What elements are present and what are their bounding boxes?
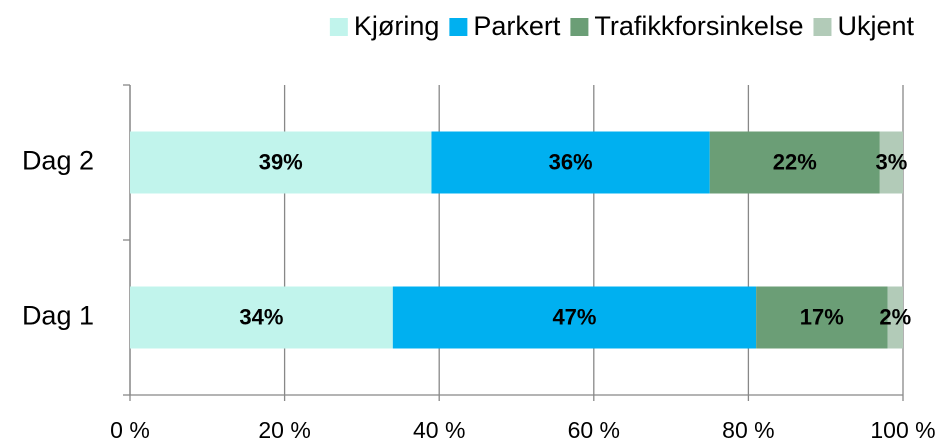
bar-segment xyxy=(431,131,710,194)
legend-swatch xyxy=(449,18,468,36)
data-label: 39% xyxy=(259,149,303,174)
bar-segment xyxy=(392,286,757,349)
legend-swatch xyxy=(813,18,832,36)
bar-segment xyxy=(130,286,393,349)
x-tick-label: 0 % xyxy=(110,417,150,443)
bar-segment xyxy=(887,286,903,349)
data-label: 3% xyxy=(876,149,908,174)
bar-segment xyxy=(130,131,432,194)
legend-swatch xyxy=(570,18,589,36)
bar-segment xyxy=(756,286,888,349)
x-tick-label: 40 % xyxy=(413,417,465,443)
x-tick-label: 100 % xyxy=(870,417,935,443)
legend-label: Parkert xyxy=(473,11,561,41)
data-label: 22% xyxy=(773,149,817,174)
data-label: 17% xyxy=(800,304,844,329)
bar-segment xyxy=(879,131,903,194)
y-tick-label: Dag 2 xyxy=(22,146,94,176)
y-tick-label: Dag 1 xyxy=(22,301,94,331)
data-label: 2% xyxy=(879,304,911,329)
data-label: 36% xyxy=(549,149,593,174)
x-tick-label: 20 % xyxy=(258,417,310,443)
data-label: 47% xyxy=(552,304,596,329)
x-tick-label: 60 % xyxy=(568,417,620,443)
x-tick-label: 80 % xyxy=(722,417,774,443)
legend-label: Trafikkforsinkelse xyxy=(594,11,803,41)
data-label: 34% xyxy=(239,304,283,329)
legend-label: Kjøring xyxy=(354,11,440,41)
legend-label: Ukjent xyxy=(837,11,914,41)
legend-swatch xyxy=(329,18,348,36)
bar-segment xyxy=(709,131,880,194)
